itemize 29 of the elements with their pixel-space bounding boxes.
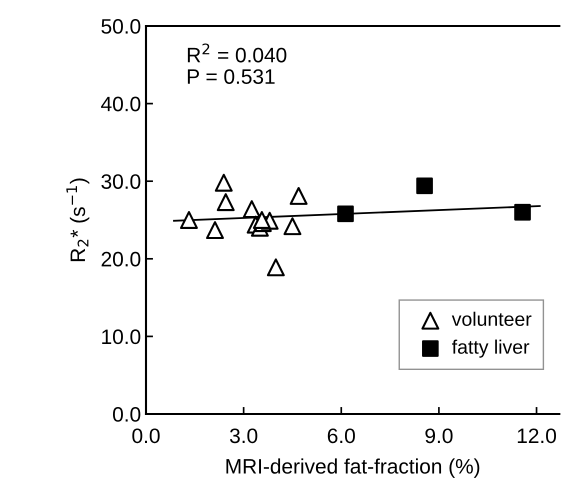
- y-tick-label: 10.0: [102, 329, 140, 344]
- point: [266, 258, 285, 276]
- point: [214, 174, 233, 192]
- x-axis-title: MRI-derived fat-fraction (%): [226, 458, 480, 478]
- point: [514, 204, 531, 221]
- y-axis-title: R$_{2}$* (s$^{−1}$): [66, 178, 90, 262]
- y-tick-label: 20.0: [102, 252, 140, 267]
- annotation: P = 0.531: [188, 69, 275, 84]
- point: [290, 186, 308, 205]
- x-tick-label: 6.0: [328, 428, 355, 444]
- point: [283, 217, 302, 236]
- legend-label: fatty liver: [452, 340, 530, 358]
- x-tick-label: 0.0: [132, 428, 160, 444]
- point: [337, 205, 354, 222]
- point: [252, 211, 271, 229]
- annotation: R$^{2}$ = 0.040: [188, 43, 286, 62]
- y-tick-label: 40.0: [101, 96, 140, 112]
- y-tick-label: 30.0: [101, 174, 140, 189]
- x-tick-label: 9.0: [425, 428, 453, 444]
- x-tick-label: 12.0: [518, 428, 556, 444]
- legend-label: volunteer: [452, 312, 532, 326]
- point: [416, 178, 433, 194]
- point: [242, 200, 261, 218]
- y-tick-label: 0.0: [112, 407, 140, 422]
- point: [180, 211, 198, 229]
- x-tick-label: 3.0: [230, 428, 258, 444]
- point: [216, 193, 235, 212]
- point: [206, 221, 224, 240]
- y-tick-label: 50.0: [101, 19, 140, 34]
